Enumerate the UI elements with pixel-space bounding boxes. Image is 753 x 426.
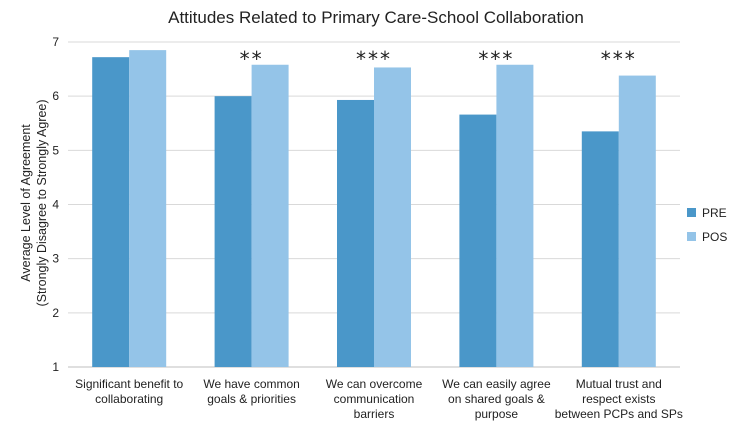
bar-pre (337, 99, 374, 367)
significance-label: *** (601, 47, 637, 71)
bar-pos (129, 50, 167, 367)
bar-pos (374, 67, 411, 367)
y-axis-label-line-2: (Strongly Disagree to Strongly Agree) (35, 99, 49, 306)
bar-pos (618, 75, 656, 367)
bar-pre (92, 57, 130, 368)
bar-pos (251, 64, 289, 367)
y-axis-ticks: 1 2 3 4 5 6 7 (52, 35, 59, 374)
y-tick-label: 4 (52, 198, 59, 212)
significance-label: *** (478, 47, 514, 71)
category-label: We have common goals & priorities (203, 377, 300, 406)
significance-label: ** (240, 47, 264, 71)
legend-label-pos: POS (702, 230, 727, 244)
y-tick-label: 5 (52, 143, 59, 157)
legend: PRE POS (687, 206, 727, 244)
y-tick-label: 7 (52, 35, 59, 49)
category-label: We can easily agree on shared goals & purp… (442, 377, 551, 421)
y-tick-label: 3 (52, 252, 59, 266)
category-label: Significant benefit to collaborating (75, 377, 183, 406)
significance-label: *** (356, 47, 392, 71)
legend-label-pre: PRE (702, 206, 727, 220)
bars (92, 50, 656, 368)
bar-pos (496, 64, 534, 367)
significance-markers: ** *** *** *** (240, 47, 637, 71)
bar-pre (581, 131, 619, 367)
y-tick-label: 1 (52, 360, 59, 374)
category-label: We can overcome communication barriers (326, 377, 423, 421)
chart-title: Attitudes Related to Primary Care-School… (168, 8, 584, 27)
y-tick-label: 6 (52, 89, 59, 103)
legend-swatch-pre (687, 208, 696, 217)
bar-pre (214, 96, 252, 368)
legend-swatch-pos (687, 232, 696, 241)
y-tick-label: 2 (52, 306, 59, 320)
bar-pre (459, 114, 497, 367)
y-axis-label-line-1: Average Level of Agreement (19, 124, 33, 282)
category-label: Mutual trust and respect exists between PC… (555, 377, 683, 421)
y-axis-label: Average Level of Agreement (Strongly Dis… (19, 99, 49, 306)
x-axis-categories: Significant benefit to collaborating We ha… (75, 377, 683, 421)
